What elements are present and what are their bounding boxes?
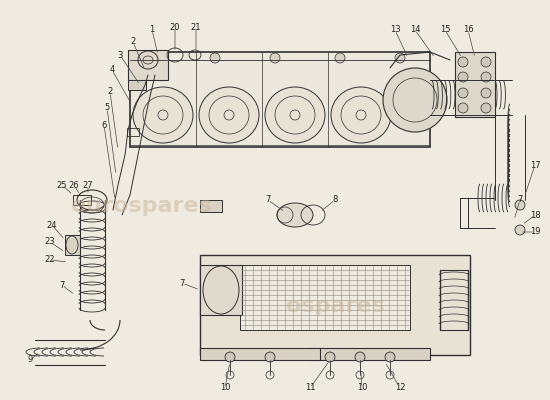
Text: 12: 12 [395,384,405,392]
Text: 18: 18 [530,210,540,220]
Text: 6: 6 [101,120,107,130]
Ellipse shape [481,103,491,113]
Ellipse shape [385,352,395,362]
Ellipse shape [265,352,275,362]
Ellipse shape [515,225,525,235]
Bar [127,128,139,136]
Text: 21: 21 [191,22,201,32]
Ellipse shape [199,87,259,143]
Text: 20: 20 [170,22,180,32]
Text: 2: 2 [107,88,113,96]
Ellipse shape [225,352,235,362]
Text: 8: 8 [332,196,338,204]
Bar [73,195,91,205]
Ellipse shape [210,53,220,63]
Ellipse shape [481,88,491,98]
Text: 17: 17 [530,160,540,170]
Ellipse shape [395,53,405,63]
Text: 3: 3 [117,50,123,60]
Text: 14: 14 [410,26,420,34]
Text: 25: 25 [57,180,67,190]
Ellipse shape [270,53,280,63]
Text: eurospares: eurospares [72,196,212,216]
Ellipse shape [458,72,468,82]
Text: 7: 7 [59,280,65,290]
Ellipse shape [331,87,391,143]
Bar [455,52,495,117]
Text: ospares: ospares [286,296,385,316]
Text: 19: 19 [530,228,540,236]
Text: 24: 24 [47,220,57,230]
Bar [128,80,146,90]
Ellipse shape [458,57,468,67]
Text: 10: 10 [357,384,367,392]
Ellipse shape [150,53,160,63]
Text: 26: 26 [69,180,79,190]
Text: 7: 7 [179,278,185,288]
Ellipse shape [355,352,365,362]
Text: 13: 13 [390,26,400,34]
Text: 9: 9 [28,356,32,364]
Text: 1: 1 [150,26,155,34]
Bar [460,198,468,228]
Ellipse shape [481,72,491,82]
Ellipse shape [458,103,468,113]
Bar [200,255,470,355]
Text: 15: 15 [440,26,450,34]
Ellipse shape [458,88,468,98]
Ellipse shape [383,68,447,132]
Text: 16: 16 [463,26,474,34]
Text: 5: 5 [104,104,109,112]
Text: 11: 11 [305,384,315,392]
Ellipse shape [265,87,325,143]
Text: 27: 27 [82,180,94,190]
Bar [200,200,222,212]
Text: 7: 7 [518,196,522,204]
Text: 7: 7 [265,196,271,204]
Bar [128,50,168,80]
Ellipse shape [277,203,313,227]
Ellipse shape [133,87,193,143]
Bar [240,265,410,330]
Ellipse shape [481,57,491,67]
Text: 4: 4 [109,66,114,74]
Bar [130,52,430,147]
Ellipse shape [515,200,525,210]
Text: 10: 10 [220,384,230,392]
Bar [65,235,80,255]
Bar [200,348,320,360]
Ellipse shape [325,352,335,362]
Ellipse shape [335,53,345,63]
Text: 23: 23 [45,238,56,246]
Text: 2: 2 [130,38,136,46]
Text: 22: 22 [45,256,55,264]
Bar [310,348,430,360]
Bar [200,265,242,315]
